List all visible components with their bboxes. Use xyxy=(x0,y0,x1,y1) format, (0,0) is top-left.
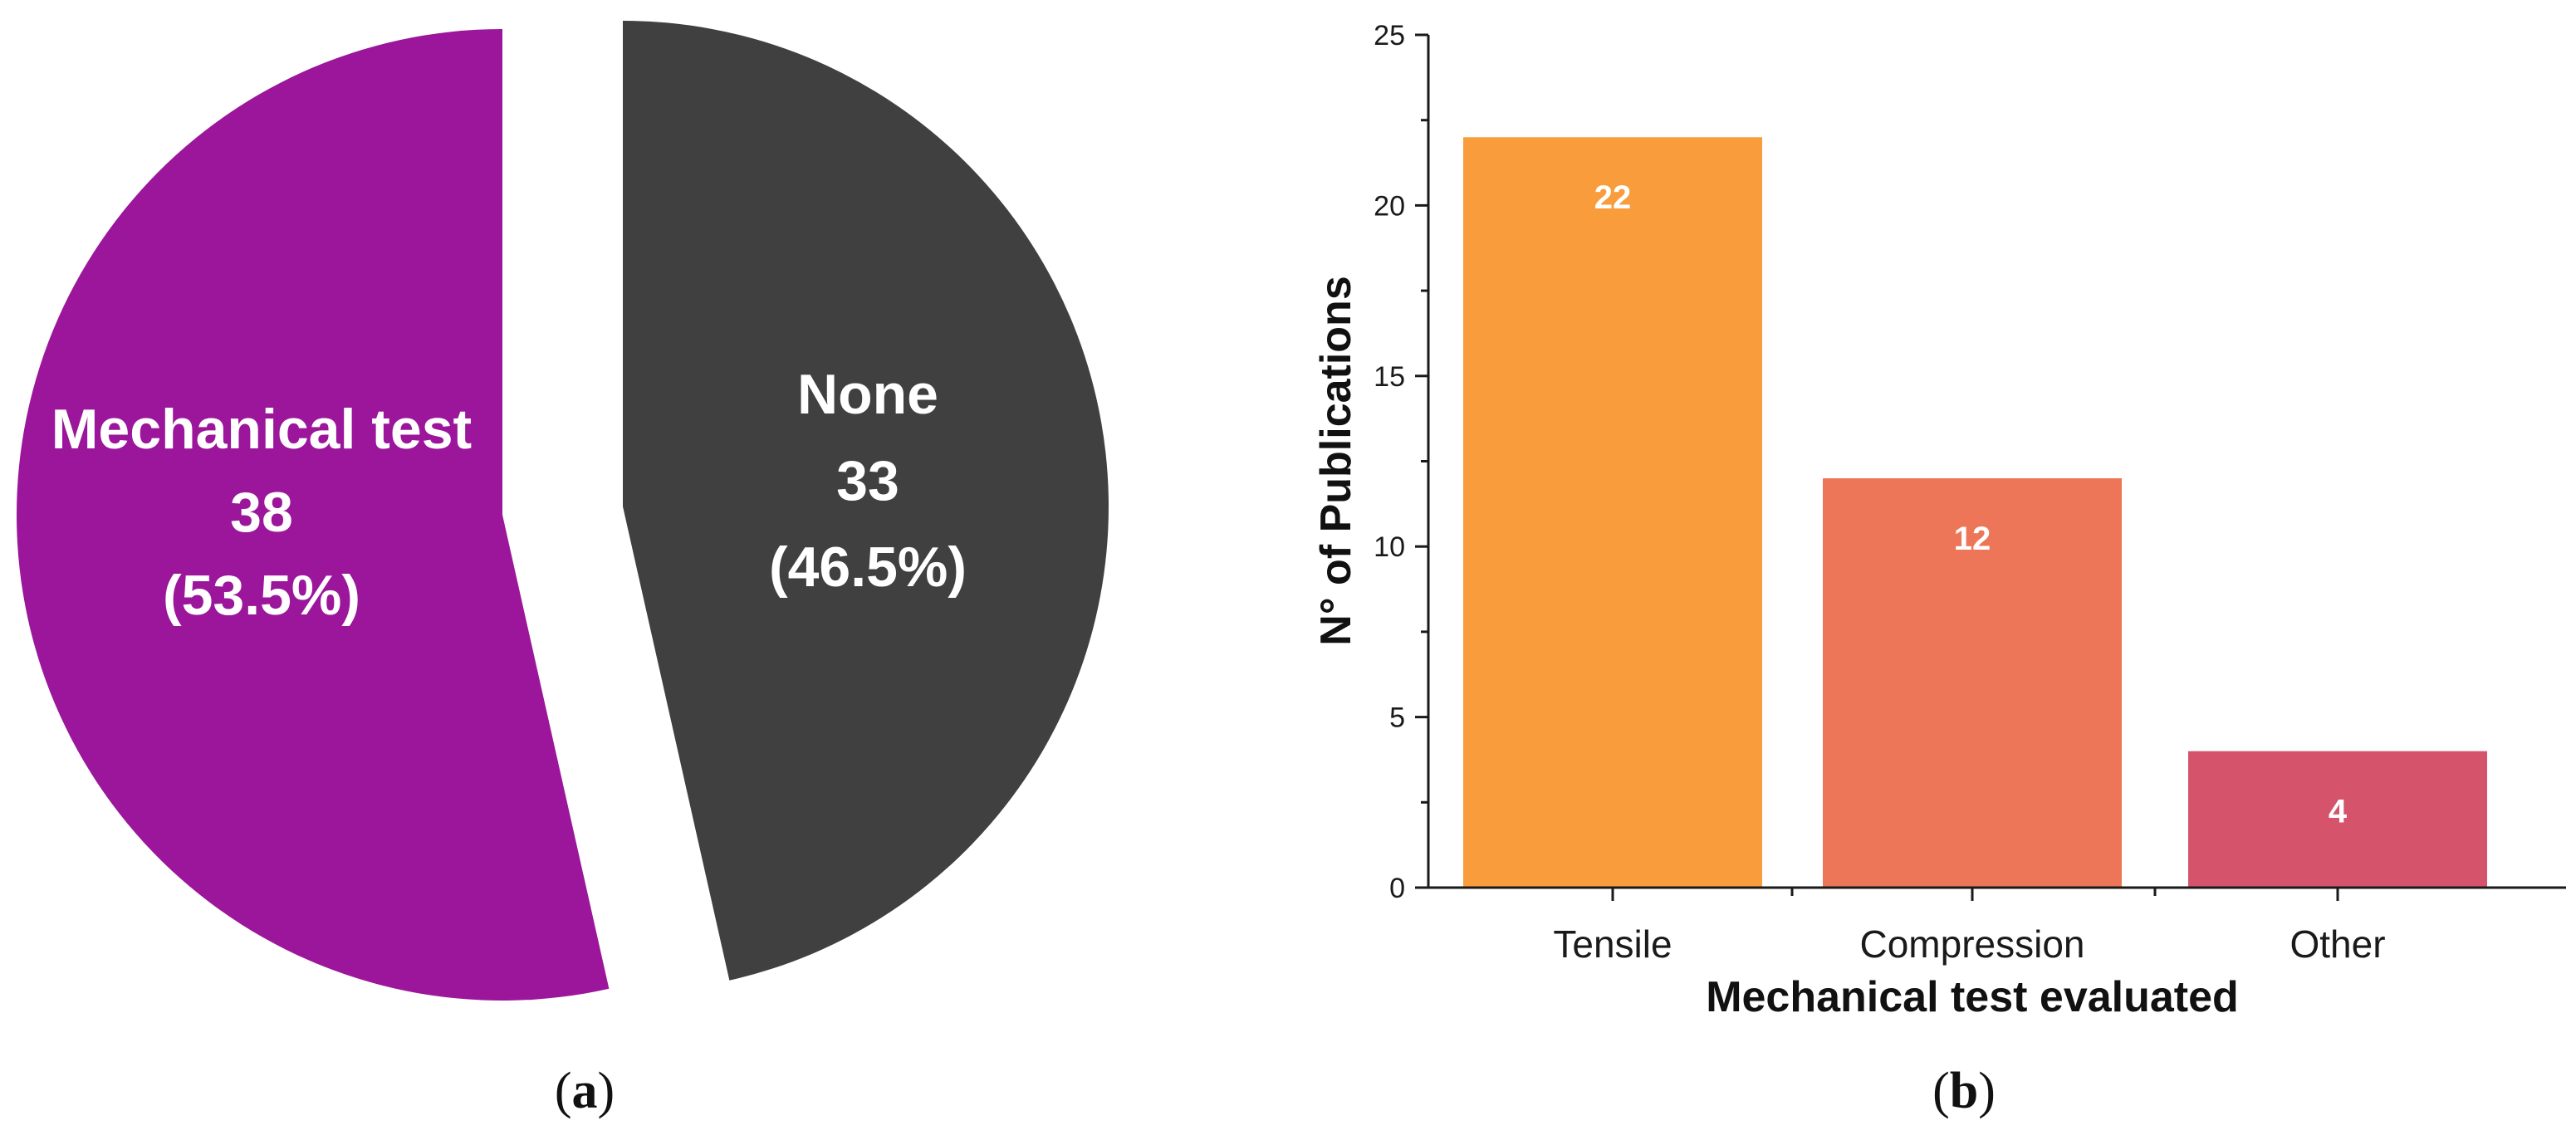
slice-label-none: None xyxy=(797,363,938,426)
bar-value-label-other: 4 xyxy=(2329,794,2348,830)
x-axis: Tensile Compression Other Mechanical tes… xyxy=(1428,886,2566,1021)
slice-percent-none: (46.5%) xyxy=(769,536,967,599)
panel-tag-b-open: ( xyxy=(1932,1063,1950,1119)
y-tick-label-15: 15 xyxy=(1374,361,1405,393)
y-tick-labels: 0 5 10 15 20 25 xyxy=(1374,20,1405,904)
x-tick-label-other: Other xyxy=(2290,922,2385,966)
y-tick-label-0: 0 xyxy=(1389,873,1405,904)
y-tick-label-10: 10 xyxy=(1374,531,1405,563)
slice-label-mechanical-test: Mechanical test xyxy=(51,398,472,461)
y-axis: 0 5 10 15 20 25 N° of Publications xyxy=(1312,20,1430,904)
slice-percent-mechanical-test: (53.5%) xyxy=(163,564,360,627)
x-tick-labels: Tensile Compression Other xyxy=(1553,922,2385,966)
panel-tag-a-letter: a xyxy=(572,1063,598,1119)
x-ticks xyxy=(1611,888,2339,901)
panel-tag-b-close: ) xyxy=(1978,1063,1996,1119)
slice-value-mechanical-test: 38 xyxy=(230,481,293,544)
bar-chart: 22 12 4 0 5 10 15 20 25 N° of Publicatio… xyxy=(1312,20,2566,1021)
y-tick-label-20: 20 xyxy=(1374,190,1405,222)
pie-slices xyxy=(16,21,1109,1001)
panel-tag-a-open: ( xyxy=(555,1063,572,1119)
panel-tag-a-close: ) xyxy=(598,1063,615,1119)
pie-labels: None 33 (46.5%) Mechanical test 38 (53.5… xyxy=(51,363,967,627)
bar-tensile xyxy=(1463,137,1762,888)
x-tick-label-compression: Compression xyxy=(1860,922,2085,966)
panel-tag-a: (a) xyxy=(555,1063,615,1119)
bar-value-label-tensile: 22 xyxy=(1594,179,1632,216)
bar-compression xyxy=(1823,478,2122,888)
y-axis-title: N° of Publications xyxy=(1312,276,1360,645)
y-tick-label-5: 5 xyxy=(1389,702,1405,734)
slice-value-none: 33 xyxy=(836,449,899,512)
bar-value-label-compression: 12 xyxy=(1954,521,1991,557)
y-tick-label-25: 25 xyxy=(1374,20,1405,51)
x-tick-label-tensile: Tensile xyxy=(1553,922,1672,966)
panel-tag-b: (b) xyxy=(1932,1063,1996,1119)
pie-slice-none xyxy=(623,21,1109,981)
bar-value-labels: 22 12 4 xyxy=(1594,179,2348,829)
bar-other xyxy=(2188,751,2487,888)
pie-slice-mechanical-test xyxy=(16,29,610,1001)
x-axis-title: Mechanical test evaluated xyxy=(1706,973,2239,1021)
y-ticks xyxy=(1415,33,1428,889)
panel-tag-b-letter: b xyxy=(1950,1063,1978,1119)
bar-marks xyxy=(1463,137,2487,888)
pie-chart: None 33 (46.5%) Mechanical test 38 (53.5… xyxy=(16,21,1109,1001)
